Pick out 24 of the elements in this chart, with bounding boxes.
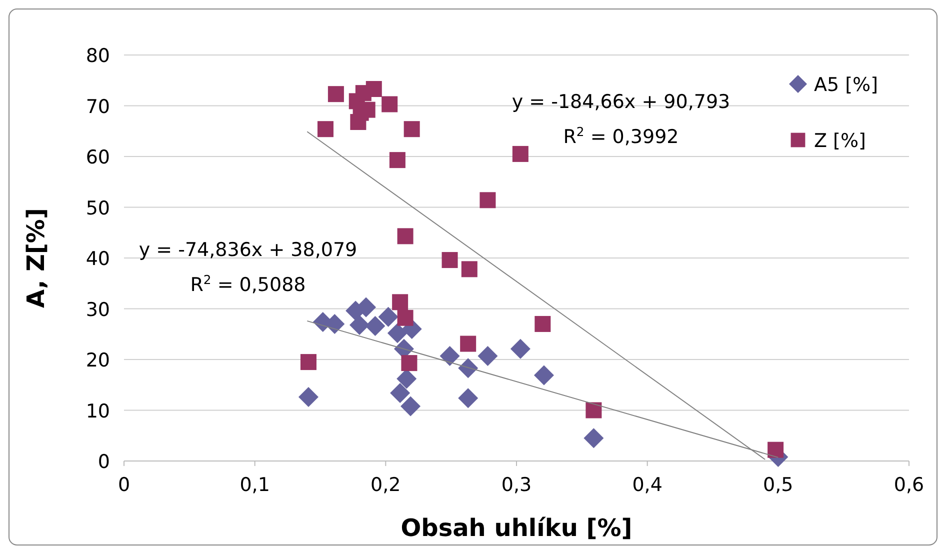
y-tick-label: 80 <box>86 45 110 67</box>
y-axis-title: A, Z[%] <box>22 208 50 308</box>
annotation: y = -74,836x + 38,079 <box>138 239 358 261</box>
annotation: y = -184,66x + 90,793 <box>512 91 730 113</box>
x-tick-label: 0,2 <box>370 474 401 496</box>
y-tick-label: 30 <box>86 298 110 321</box>
y-tick-label: 70 <box>86 96 110 118</box>
annotation: R$^{2}$ = 0,3992 <box>563 125 679 148</box>
y-tick-label: 60 <box>86 146 110 168</box>
x-tick-label: 0 <box>118 474 130 496</box>
y-tick-label: 20 <box>86 350 110 372</box>
x-tick-label: 0,4 <box>632 474 662 496</box>
x-axis-title: Obsah uhlíku [%] <box>400 514 632 542</box>
y-tick-label: 0 <box>98 451 110 473</box>
x-tick-label: 0,5 <box>763 474 794 496</box>
y-tick-label: 50 <box>86 197 110 220</box>
x-tick-label: 0,1 <box>240 474 270 496</box>
y-tick-label: 40 <box>86 248 110 270</box>
legend-label: A5 [%] <box>814 74 878 96</box>
x-tick-label: 0,3 <box>501 474 532 496</box>
x-tick-label: 0,6 <box>894 474 924 496</box>
y-tick-label: 10 <box>86 400 110 422</box>
annotation: R$^{2}$ = 0,5088 <box>190 273 306 296</box>
legend-label: Z [%] <box>814 130 866 152</box>
